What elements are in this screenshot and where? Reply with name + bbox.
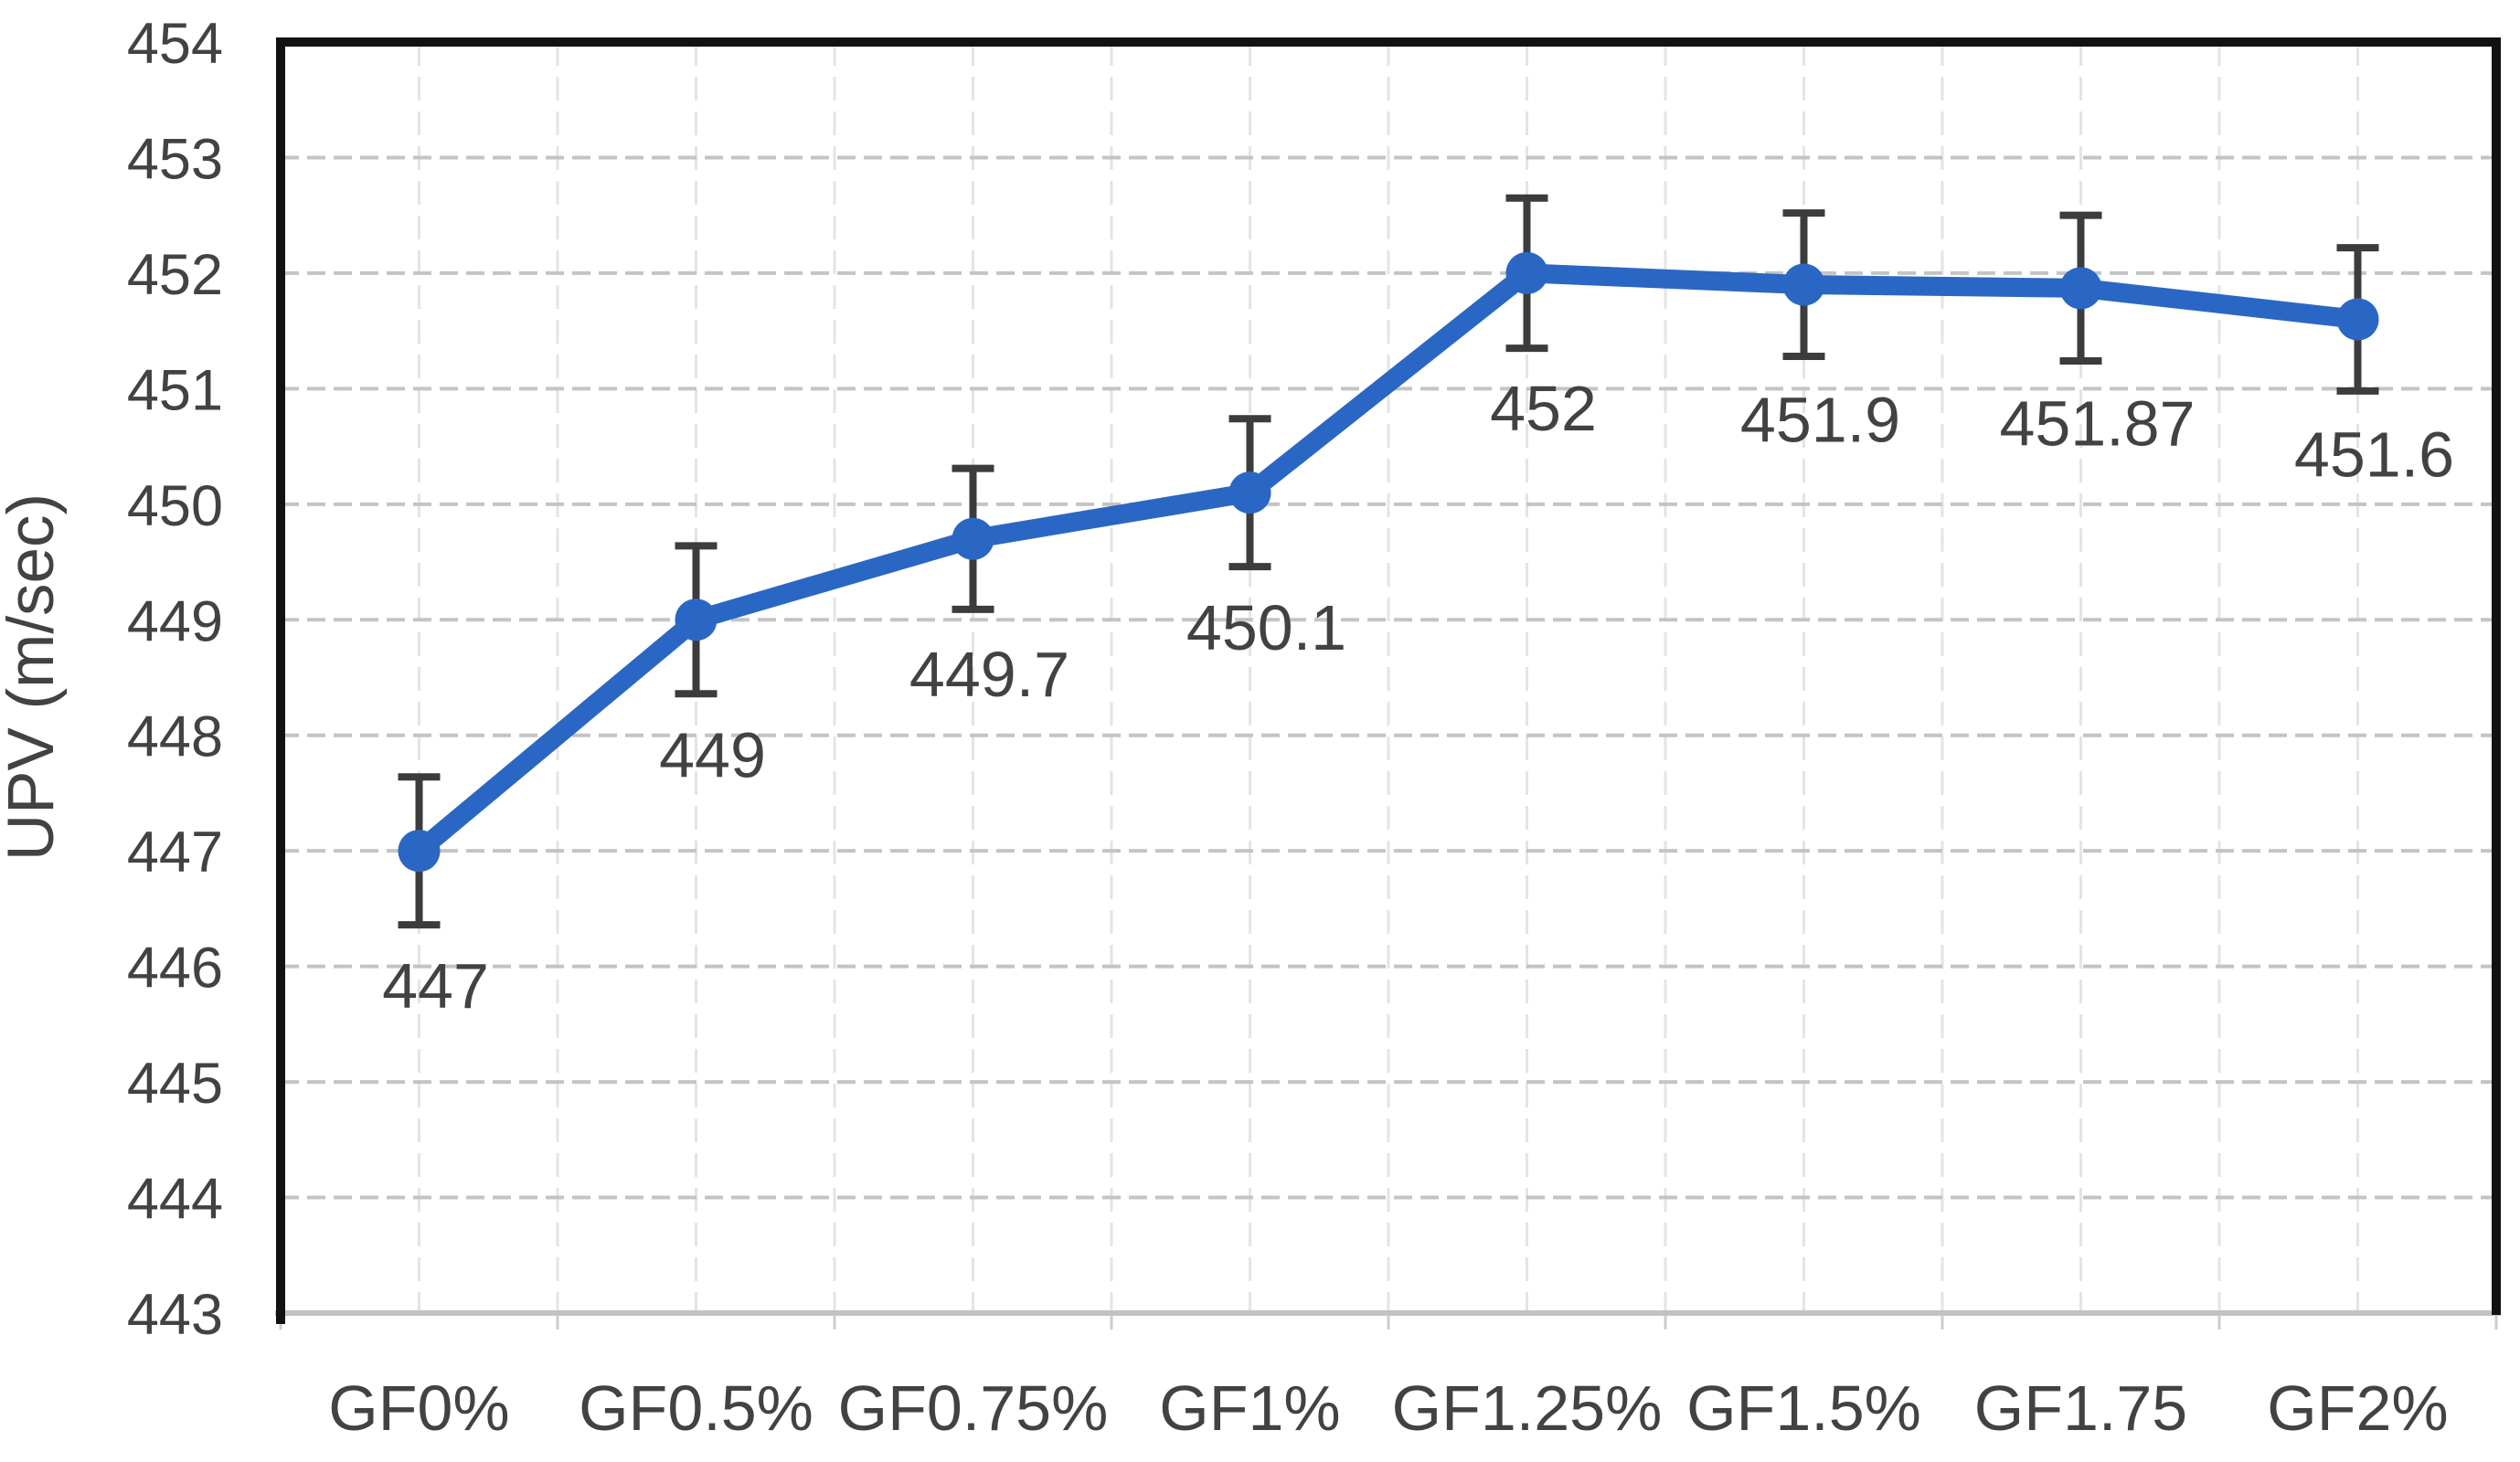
data-label: 451.87 [1999,387,2195,459]
data-point-marker [2336,298,2379,341]
data-labels: 447 449 449.7 450.1 452 451.9 451.87 451.6 [382,373,2454,1022]
x-axis-tick-labels: GF0% GF0.5% GF0.75% GF1% GF1.25% GF1.5% GF1.75… [328,1372,2448,1444]
data-label: 451.6 [2294,418,2454,490]
x-axis-tick-label: GF1.75 [1974,1372,2187,1444]
data-label: 450.1 [1186,592,1346,663]
y-axis-tick-label: 453 [127,127,223,191]
error-bars [398,194,2379,929]
data-label: 449 [659,719,766,790]
data-point-marker [1782,263,1825,306]
data-point-marker [1228,471,1271,514]
y-axis-tick-labels: 443 444 445 446 447 448 449 450 451 452 453 454 [127,12,223,1347]
data-label: 447 [382,950,489,1022]
data-label: 451.9 [1740,385,1900,456]
x-axis-tick-label: GF0.75% [838,1372,1109,1444]
x-axis-tick-label: GF0.5% [579,1372,813,1444]
y-axis-tick-label: 451 [127,358,223,422]
plot-area-borders [275,37,2501,1324]
data-label: 449.7 [909,639,1069,710]
y-axis-tick-label: 452 [127,243,223,307]
y-axis-tick-label: 449 [127,589,223,653]
y-axis-tick-label: 448 [127,705,223,769]
y-axis-tick-label: 447 [127,821,223,885]
x-axis-tick-label: GF0% [328,1372,509,1444]
y-axis-tick-label: 444 [127,1168,223,1232]
y-axis-tick-label: 446 [127,937,223,1001]
data-label: 452 [1490,373,1597,444]
x-axis-tick-label: GF2% [2267,1372,2448,1444]
data-point-marker [1505,251,1548,294]
horizontal-gridlines [281,155,2496,1200]
x-axis-tick-label: GF1.25% [1392,1372,1663,1444]
x-axis-tick-label: GF1.5% [1686,1372,1921,1444]
data-point-marker [398,830,441,873]
y-axis-tick-label: 450 [127,474,223,538]
series-markers [398,251,2379,873]
y-axis-tick-label: 443 [127,1283,223,1347]
series-line [409,263,2367,861]
upv-series-line [409,263,2367,861]
data-point-marker [2059,267,2102,310]
data-point-marker [675,599,718,641]
y-axis-tick-label: 445 [127,1052,223,1116]
y-axis-tick-label: 454 [127,12,223,76]
vertical-gridlines [418,42,2359,1313]
data-point-marker [952,517,994,560]
y-axis-title: UPV (m/sec) [0,493,68,861]
x-axis-tick-label: GF1% [1159,1372,1340,1444]
